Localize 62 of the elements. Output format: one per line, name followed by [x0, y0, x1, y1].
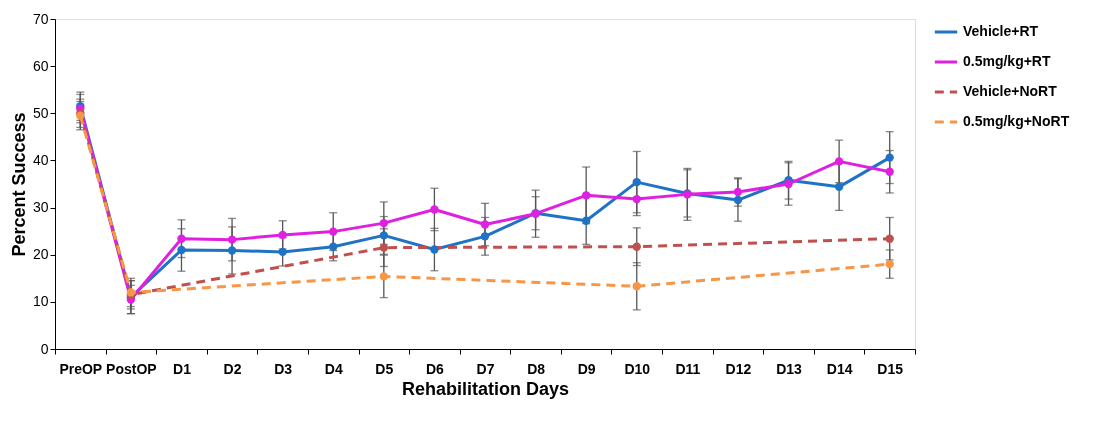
point — [632, 177, 641, 187]
y-tick-label: 10 — [32, 293, 49, 310]
point — [430, 205, 439, 214]
y-tick-label: 20 — [32, 246, 49, 263]
y-tick-label: 70 — [32, 10, 49, 27]
point — [379, 218, 389, 228]
legend-label: 0.5mg/kg+RT — [963, 53, 1051, 69]
x-tick-label: D15 — [877, 360, 904, 377]
y-tick-label: 50 — [32, 104, 49, 121]
x-tick-label: D6 — [425, 360, 445, 377]
point — [885, 167, 894, 176]
x-tick-label: D2 — [223, 360, 242, 377]
point — [632, 282, 641, 291]
x-tick-label: D8 — [527, 360, 546, 377]
point — [632, 242, 641, 251]
point — [177, 245, 186, 255]
x-tick-label: D3 — [274, 360, 293, 377]
point — [784, 179, 793, 189]
point — [329, 242, 338, 251]
x-tick-label: D4 — [324, 360, 343, 377]
x-tick-label: D11 — [675, 360, 701, 377]
x-tick-label: D1 — [173, 360, 192, 377]
point — [379, 243, 389, 252]
point — [733, 187, 743, 197]
x-tick-label: D9 — [577, 360, 596, 377]
y-tick-label: 40 — [32, 151, 49, 168]
x-tick-label: D12 — [725, 360, 752, 377]
point — [581, 191, 591, 200]
point — [480, 232, 490, 241]
y-tick-label: 30 — [32, 199, 49, 216]
point — [278, 230, 287, 240]
point — [480, 220, 490, 229]
point — [379, 231, 389, 240]
point — [227, 235, 237, 244]
point — [885, 259, 894, 269]
point — [885, 234, 894, 243]
legend-label: Vehicle+NoRT — [963, 83, 1058, 99]
x-tick-label: PreOP — [59, 360, 103, 377]
x-tick-label: PostOP — [106, 360, 157, 377]
point — [227, 246, 237, 255]
y-tick-label: 0 — [40, 340, 49, 357]
point — [177, 234, 186, 243]
x-tick-label: D13 — [776, 360, 803, 377]
point — [329, 227, 338, 236]
x-axis-title: Rehabilitation Days — [401, 378, 570, 399]
point — [379, 272, 389, 281]
point — [834, 182, 844, 191]
point — [885, 153, 894, 162]
legend-label: Vehicle+RT — [963, 23, 1039, 39]
point — [581, 216, 591, 225]
y-axis-title: Percent Success — [8, 112, 29, 257]
x-tick-label: D14 — [826, 360, 853, 377]
x-tick-label: D10 — [624, 360, 651, 377]
point — [733, 195, 743, 205]
point — [278, 247, 287, 257]
point — [430, 245, 439, 254]
point — [632, 194, 641, 204]
y-tick-label: 60 — [32, 57, 49, 74]
point — [834, 157, 844, 166]
legend-label: 0.5mg/kg+NoRT — [963, 113, 1070, 129]
x-tick-label: D5 — [375, 360, 394, 377]
x-tick-label: D7 — [476, 360, 495, 377]
